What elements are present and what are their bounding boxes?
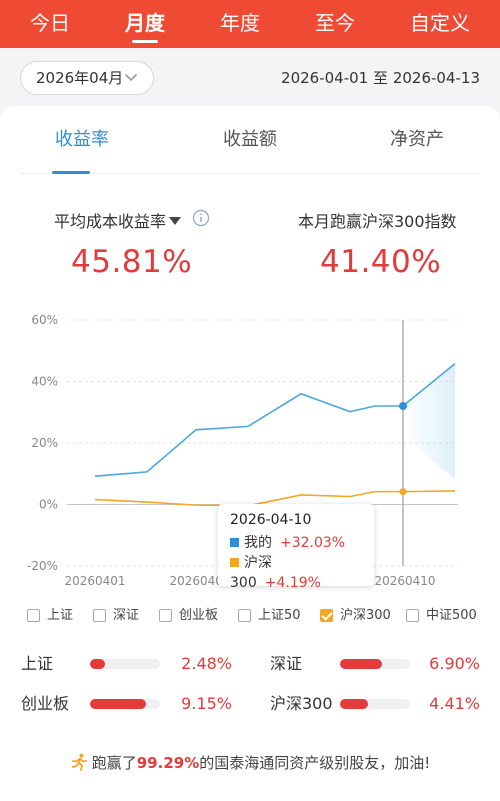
ranking-footer: 跑赢了99.29%的国泰海通同资产级别股友，加油! <box>0 752 500 776</box>
series-point-mine <box>399 402 407 411</box>
legend-label-cyb: 创业板 <box>179 608 219 623</box>
subtab-return-amount[interactable]: 收益额 <box>223 129 277 150</box>
chart-tooltip: 2026-04-10 我的 +32.03% 沪深300 +4.19% <box>218 504 374 591</box>
date-range: 2026-04-01 至 2026-04-13 <box>281 48 480 106</box>
avg-cost-return-label: 平均成本收益率 <box>54 212 167 231</box>
index-bar-fill-hs300 <box>340 699 368 709</box>
legend-label-sz50: 上证50 <box>258 608 301 623</box>
index-name-sz: 深证 <box>270 654 303 673</box>
footer-highlight: 99.29% <box>136 754 200 772</box>
tab-active-indicator <box>132 40 158 43</box>
avg-cost-return-value: 45.81% <box>71 244 193 280</box>
area-highlight <box>403 363 455 479</box>
y-tick-label: 0% <box>39 498 58 512</box>
checkbox-sh <box>27 609 40 622</box>
checkbox-sz50 <box>238 609 251 622</box>
subtab-active-indicator <box>52 171 90 174</box>
tooltip-date: 2026-04-10 <box>230 512 312 528</box>
y-tick-label: 20% <box>31 436 58 450</box>
legend-label-sh: 上证 <box>47 608 74 623</box>
index-bar-fill-sz <box>340 659 382 669</box>
checkbox-zz500 <box>406 609 419 622</box>
footer-suffix: 的国泰海通同资产级别股友，加油! <box>199 754 431 772</box>
tooltip-swatch-mine <box>230 538 239 547</box>
chevron-down-icon <box>125 74 137 81</box>
index-name-hs300: 沪深300 <box>270 694 333 713</box>
range-end: 2026-04-13 <box>392 69 480 87</box>
index-value-sz: 6.90% <box>429 654 480 673</box>
subtab-return-rate[interactable]: 收益率 <box>7 106 157 174</box>
range-separator: 至 <box>373 69 389 87</box>
x-tick-label: 20260410 <box>374 574 435 588</box>
sub-tab-bar: 收益率 收益额 净资产 <box>20 106 480 174</box>
checkbox-hs300 <box>320 609 333 622</box>
y-tick-label: -20% <box>27 559 58 573</box>
top-tab-bar: 今日 月度 年度 至今 自定义 <box>0 0 500 48</box>
index-legend: 上证 深证 创业板 上证50 沪深300 中证500 <box>0 603 500 629</box>
checkbox-cyb <box>159 609 172 622</box>
series-point-hs300 <box>399 488 407 496</box>
index-bar-sz <box>340 659 410 669</box>
running-man-icon <box>71 753 87 771</box>
subtab-return-rate-label: 收益率 <box>55 129 109 150</box>
tab-monthly[interactable]: 月度 <box>95 0 195 48</box>
tab-custom[interactable]: 自定义 <box>410 11 470 35</box>
series-line-hs300 <box>94 490 456 507</box>
index-value-hs300: 4.41% <box>429 694 480 713</box>
x-tick-label: 20260403 <box>169 574 230 588</box>
index-bar-hs300 <box>340 699 410 709</box>
y-tick-label: 40% <box>31 375 58 389</box>
index-bar-sh <box>90 659 160 669</box>
legend-label-sz: 深证 <box>113 608 140 623</box>
legend-label-zz500: 中证500 <box>426 608 477 623</box>
subtab-net-assets[interactable]: 净资产 <box>390 129 444 150</box>
avg-cost-return-selector[interactable]: 平均成本收益率 <box>54 208 182 232</box>
series-line-mine <box>94 363 456 478</box>
legend-label-hs300: 沪深300 <box>340 608 391 623</box>
tooltip-row-mine: 我的 +32.03% <box>230 533 362 553</box>
tooltip-value-mine: +32.03% <box>280 535 346 551</box>
index-bar-fill-sh <box>90 659 106 669</box>
beat-index-value: 41.40% <box>320 244 442 280</box>
info-icon[interactable] <box>192 209 210 227</box>
index-value-sh: 2.48% <box>181 654 232 673</box>
tab-yearly[interactable]: 年度 <box>220 11 260 35</box>
index-name-sh: 上证 <box>21 654 54 673</box>
tooltip-name-hs300: 沪深300 <box>230 555 272 591</box>
caret-down-icon <box>169 217 182 225</box>
index-name-cyb: 创业板 <box>21 694 70 713</box>
index-bar-fill-cyb <box>90 699 146 709</box>
tab-monthly-label: 月度 <box>125 11 165 35</box>
checkbox-sz <box>93 609 106 622</box>
tooltip-name-mine: 我的 <box>244 535 272 551</box>
y-tick-label: 60% <box>31 313 58 327</box>
tooltip-row-hs300: 沪深300 +4.19% <box>230 553 362 591</box>
index-value-cyb: 9.15% <box>181 694 232 713</box>
month-selector-label: 2026年04月 <box>36 69 124 87</box>
x-tick-label: 20260401 <box>64 574 125 588</box>
date-bar: 2026年04月 2026-04-01 至 2026-04-13 <box>0 48 500 106</box>
range-start: 2026-04-01 <box>281 69 369 87</box>
tooltip-value-hs300: +4.19% <box>264 575 321 591</box>
tab-today[interactable]: 今日 <box>30 11 70 35</box>
footer-prefix: 跑赢了 <box>91 754 137 772</box>
beat-index-label: 本月跑赢沪深300指数 <box>298 212 457 231</box>
tab-to-date[interactable]: 至今 <box>315 11 355 35</box>
month-selector[interactable]: 2026年04月 <box>20 61 154 95</box>
returns-card: 收益率 收益额 净资产 平均成本收益率 45.81% 本月跑赢沪深300指数 4… <box>0 106 500 801</box>
index-bar-cyb <box>90 699 160 709</box>
tooltip-swatch-hs300 <box>230 558 239 567</box>
